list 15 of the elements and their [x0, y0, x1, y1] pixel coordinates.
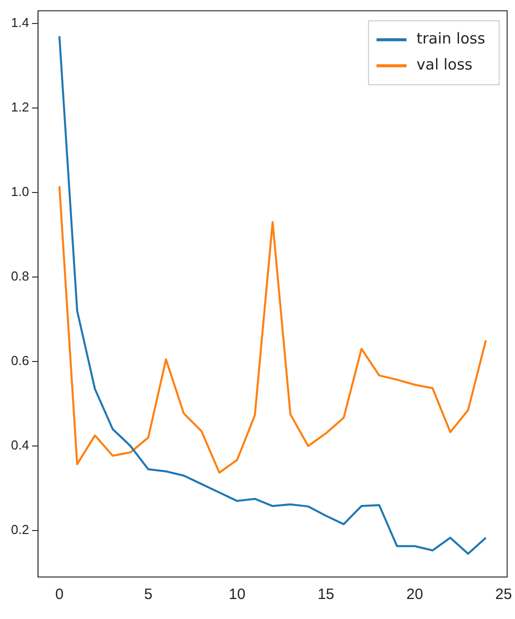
y-tick-label: 0.2 — [10, 522, 30, 538]
x-tick-label: 10 — [228, 586, 246, 604]
x-tick-label: 5 — [144, 586, 152, 604]
y-tick-label: 1.2 — [10, 100, 30, 115]
y-tick-label: 0.6 — [10, 353, 30, 368]
x-tick-label: 20 — [406, 586, 424, 604]
y-tick-label: 0.4 — [10, 438, 30, 453]
legend-label: val loss — [416, 56, 473, 74]
x-tick-label: 15 — [318, 586, 334, 604]
y-tick-label: 1.0 — [10, 184, 30, 200]
x-tick-label: 0 — [55, 586, 64, 604]
x-tick-label: 25 — [495, 586, 512, 604]
legend-label: train loss — [416, 30, 486, 48]
y-tick-label: 0.8 — [10, 268, 30, 284]
y-tick-label: 1.4 — [10, 15, 30, 30]
